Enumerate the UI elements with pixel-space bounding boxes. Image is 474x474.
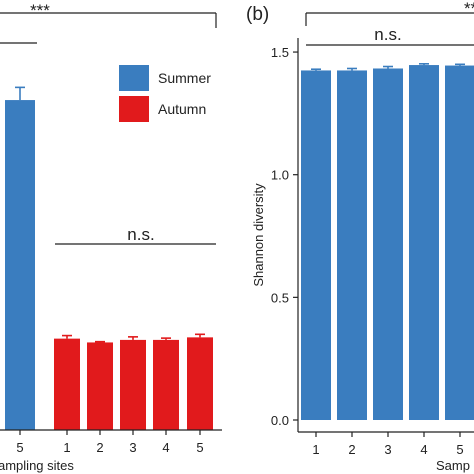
panel-b-site-4-bar (409, 65, 439, 420)
autumn-site-3-bar (120, 339, 146, 430)
panel-a-x-tick-5-label: 4 (162, 440, 169, 455)
panel-b-site-3-bar (373, 68, 403, 420)
panel-b-site-5-bar (445, 65, 474, 420)
panel-b-partial-marker: ** (464, 0, 474, 18)
panel-b-x-tick-1-label: 1 (312, 442, 319, 457)
legend-summer-label: Summer (158, 70, 211, 86)
legend-autumn-label: Autumn (158, 101, 206, 117)
panel-a-x-axis-title: ampling sites (0, 458, 74, 473)
panel-a-x-tick-2-label: 1 (63, 440, 70, 455)
panel-b-site-1-bar (301, 70, 331, 420)
panel-b-y-tick-label-0.5: 0.5 (271, 290, 289, 305)
legend-autumn-swatch (119, 96, 149, 122)
panel-b-y-tick-label-1.0: 1.0 (271, 168, 289, 183)
panel-b-marks: 1 2 3 4 5 0.0 0.5 1.0 1.5 (271, 45, 474, 457)
panel-b-x-tick-3-label: 3 (384, 442, 391, 457)
panel-b-x-axis-title: Samp (436, 458, 470, 473)
autumn-site-1-bar (54, 338, 80, 430)
panel-b-label: (b) (246, 4, 269, 25)
panel-b-site-2-bar (337, 70, 367, 420)
panel-b-y-axis-title: Shannon diversity (251, 183, 266, 287)
panel-a-x-tick-6-label: 5 (196, 440, 203, 455)
panel-b: ** n.s. 1 2 3 4 5 0.0 0.5 1.0 1.5 Shannon divers… (251, 0, 474, 473)
panel-a-x-tick-4-label: 3 (129, 440, 136, 455)
panel-b-y-tick-label-0.0: 0.0 (271, 413, 289, 428)
panel-b-x-tick-4-label: 4 (420, 442, 427, 457)
autumn-site-5-bar (187, 337, 213, 430)
panel-b-site-significance: n.s. (374, 25, 401, 44)
panel-b-y-tick-label-1.5: 1.5 (271, 45, 289, 60)
panel-b-x-tick-2-label: 2 (348, 442, 355, 457)
panel-a-season-significance: *** (30, 1, 50, 20)
autumn-site-2-bar (87, 342, 113, 430)
summer-site-5-bar (5, 100, 35, 430)
panel-a: *** n.s. Summer Autumn 5 1 2 3 4 5 ampling si… (0, 1, 222, 473)
panel-b-x-tick-5-label: 5 (456, 442, 463, 457)
panel-a-x-tick-3-label: 2 (96, 440, 103, 455)
legend-summer-swatch (119, 65, 149, 91)
panel-a-x-tick-1-label: 5 (16, 440, 23, 455)
autumn-site-4-bar (153, 339, 179, 430)
panel-a-autumn-significance: n.s. (127, 225, 154, 244)
panel-a-marks: 5 1 2 3 4 5 (5, 86, 213, 455)
